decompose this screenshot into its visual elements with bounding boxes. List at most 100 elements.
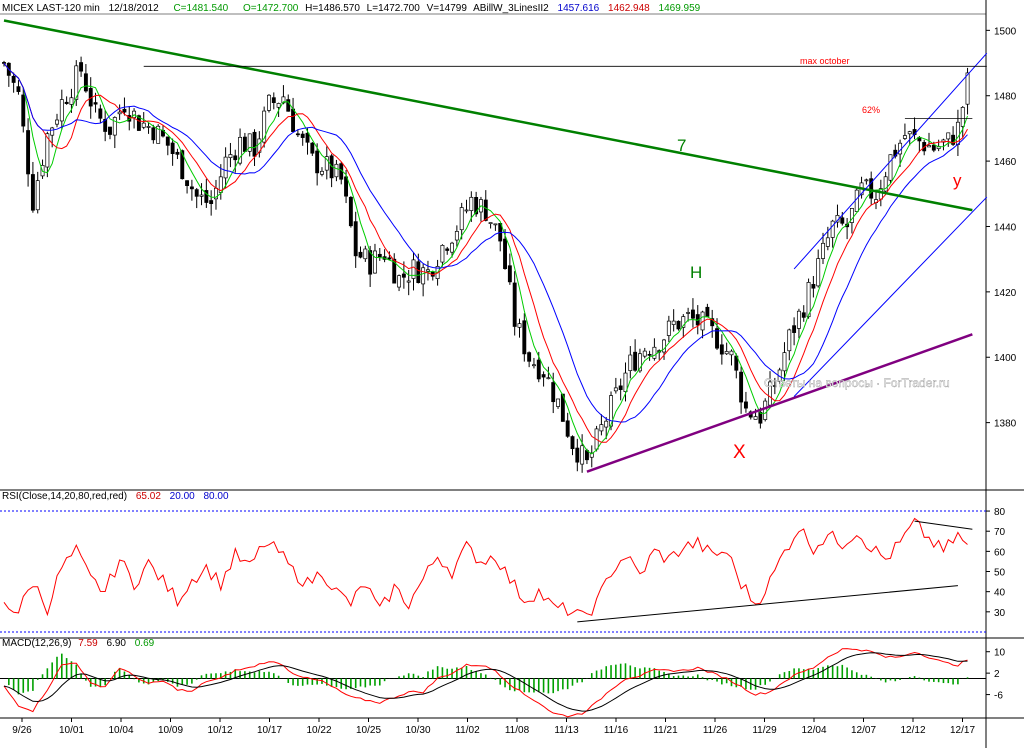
candle-body xyxy=(141,122,146,128)
candle-body xyxy=(869,178,874,199)
candle-body xyxy=(666,320,671,336)
candle-body xyxy=(334,163,339,178)
candle-body xyxy=(493,223,498,226)
candle-body xyxy=(662,339,666,353)
candle-body xyxy=(344,176,349,197)
candle-body xyxy=(864,179,869,182)
x-tick-label: 10/17 xyxy=(257,725,282,736)
candle-body xyxy=(512,282,517,327)
candle-body xyxy=(609,395,613,427)
candle-body xyxy=(363,248,368,260)
candle-body xyxy=(93,102,98,105)
candle-body xyxy=(103,118,108,132)
candle-body xyxy=(556,398,560,407)
rsi-y-tick: 80 xyxy=(994,507,1006,518)
candle-body xyxy=(792,325,797,333)
candle-body xyxy=(368,250,373,275)
candle-body xyxy=(575,447,580,463)
candle-body xyxy=(719,344,724,355)
candle-body xyxy=(560,393,565,422)
candle-body xyxy=(507,265,512,283)
x-tick-label: 11/16 xyxy=(604,725,629,736)
candle-body xyxy=(454,231,459,241)
candle-body xyxy=(796,310,801,329)
rsi-panel xyxy=(0,510,986,633)
candle-body xyxy=(801,312,806,318)
price-y-tick: 1500 xyxy=(994,26,1017,37)
candle-body xyxy=(21,94,26,127)
price-header: MICEX LAST-120 min 12/18/2012 C=1481.540… xyxy=(2,3,701,14)
candle-body xyxy=(108,126,112,135)
candle-body xyxy=(816,258,821,287)
candle-body xyxy=(146,126,151,128)
rsi-y-tick: 60 xyxy=(994,547,1006,558)
moving-average-blue xyxy=(3,62,968,423)
candle-body xyxy=(445,248,450,251)
candle-body xyxy=(348,196,353,227)
candle-body xyxy=(676,320,681,330)
candle-body xyxy=(681,316,686,328)
x-tick-label: 10/09 xyxy=(158,725,183,736)
price-y-tick: 1420 xyxy=(994,288,1017,299)
trendline-channel-upper xyxy=(793,52,988,270)
candle-body xyxy=(522,320,527,355)
x-tick-label: 11/08 xyxy=(505,725,530,736)
x-tick-label: 10/04 xyxy=(108,725,133,736)
candle-body xyxy=(252,131,257,157)
x-tick-label: 12/04 xyxy=(801,725,826,736)
x-tick-label: 10/22 xyxy=(306,725,331,736)
candle-body xyxy=(946,132,951,140)
candle-body xyxy=(628,354,633,371)
candle-body xyxy=(185,180,190,187)
label-max-october: max october xyxy=(800,56,850,66)
rsi-y-tick: 70 xyxy=(994,527,1006,538)
macd-line xyxy=(3,648,968,718)
price-y-tick: 1460 xyxy=(994,157,1017,168)
candle-body xyxy=(401,273,406,278)
label-h: H xyxy=(690,263,702,282)
candle-body xyxy=(599,424,604,432)
candle-body xyxy=(411,259,416,279)
candle-body xyxy=(136,115,141,131)
candle-body xyxy=(551,382,556,403)
candle-body xyxy=(849,208,854,223)
x-tick-label: 10/25 xyxy=(356,725,381,736)
candle-body xyxy=(387,257,392,260)
candle-body xyxy=(122,108,127,113)
candle-body xyxy=(247,133,252,152)
price-y-tick: 1480 xyxy=(994,92,1017,103)
candle-body xyxy=(55,119,59,125)
candle-body xyxy=(242,136,247,152)
candle-body xyxy=(604,420,609,428)
candle-body xyxy=(652,346,657,359)
candle-body xyxy=(59,99,64,122)
candle-body xyxy=(276,103,281,108)
candle-body xyxy=(392,258,397,284)
x-tick-label: 12/12 xyxy=(900,725,925,736)
candle-body xyxy=(532,364,536,367)
candle-body xyxy=(416,261,421,283)
candle-body xyxy=(782,352,787,372)
candle-body xyxy=(806,282,811,318)
candle-body xyxy=(739,371,744,403)
rsi-y-tick: 30 xyxy=(994,608,1006,619)
candle-body xyxy=(267,94,271,111)
candle-body xyxy=(637,353,642,372)
candle-body xyxy=(960,107,965,127)
candle-body xyxy=(180,150,185,180)
candle-body xyxy=(35,180,40,211)
candle-body xyxy=(772,385,777,387)
x-tick-label: 11/29 xyxy=(752,725,777,736)
candle-body xyxy=(426,269,430,272)
candle-body xyxy=(570,436,575,450)
candle-body xyxy=(565,420,570,437)
price-y-tick: 1440 xyxy=(994,222,1017,233)
candle-body xyxy=(729,350,734,356)
candle-body xyxy=(474,197,479,215)
moving-average-green xyxy=(3,62,968,455)
candle-body xyxy=(580,445,585,465)
rsi-trendline-1 xyxy=(914,520,973,530)
candle-body xyxy=(623,372,628,392)
rsi-header: RSI(Close,14,20,80,red,red) 65.02 20.00 … xyxy=(2,491,229,502)
